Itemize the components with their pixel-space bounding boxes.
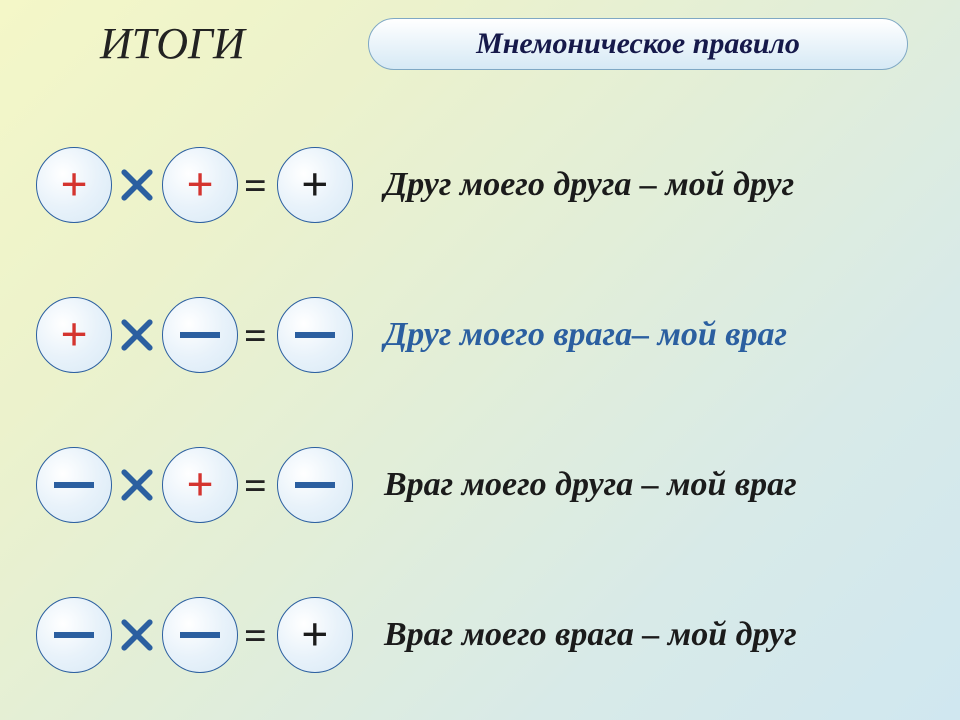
minus-icon bbox=[295, 482, 335, 488]
minus-icon bbox=[54, 632, 94, 638]
operand-circle bbox=[162, 597, 238, 673]
minus-icon bbox=[54, 482, 94, 488]
rules-container: + + = + Друг моего друга – мой друг + = bbox=[36, 110, 940, 710]
page-title: ИТОГИ bbox=[100, 18, 245, 69]
equation: = + bbox=[36, 597, 376, 673]
operand-circle: + bbox=[36, 297, 112, 373]
rule-row: + = Друг моего врага– мой враг bbox=[36, 260, 940, 410]
equals-sign: = bbox=[244, 612, 267, 659]
result-circle: + bbox=[277, 597, 353, 673]
rule-row: = + Враг моего врага – мой друг bbox=[36, 560, 940, 710]
equation: + = bbox=[36, 297, 376, 373]
equation: + = bbox=[36, 447, 376, 523]
mnemonic-badge: Мнемоническое правило bbox=[368, 18, 908, 70]
mnemonic-phrase: Друг моего врага– мой враг bbox=[376, 314, 787, 357]
operand-circle bbox=[36, 447, 112, 523]
minus-icon bbox=[180, 332, 220, 338]
operand-circle bbox=[162, 297, 238, 373]
minus-icon bbox=[180, 632, 220, 638]
rule-row: + = Враг моего друга – мой враг bbox=[36, 410, 940, 560]
plus-icon: + bbox=[186, 461, 213, 509]
mnemonic-phrase: Друг моего друга – мой друг bbox=[376, 164, 794, 207]
mnemonic-phrase: Враг моего врага – мой друг bbox=[376, 614, 797, 657]
rule-row: + + = + Друг моего друга – мой друг bbox=[36, 110, 940, 260]
equals-sign: = bbox=[244, 462, 267, 509]
operand-circle: + bbox=[162, 447, 238, 523]
operand-circle: + bbox=[162, 147, 238, 223]
plus-icon: + bbox=[301, 161, 328, 209]
result-circle bbox=[277, 297, 353, 373]
times-icon bbox=[120, 468, 154, 502]
times-icon bbox=[120, 318, 154, 352]
equation: + + = + bbox=[36, 147, 376, 223]
plus-icon: + bbox=[60, 311, 87, 359]
minus-icon bbox=[295, 332, 335, 338]
result-circle: + bbox=[277, 147, 353, 223]
result-circle bbox=[277, 447, 353, 523]
operand-circle: + bbox=[36, 147, 112, 223]
times-icon bbox=[120, 618, 154, 652]
equals-sign: = bbox=[244, 312, 267, 359]
times-icon bbox=[120, 168, 154, 202]
plus-icon: + bbox=[60, 161, 87, 209]
equals-sign: = bbox=[244, 162, 267, 209]
plus-icon: + bbox=[186, 161, 213, 209]
plus-icon: + bbox=[301, 611, 328, 659]
mnemonic-phrase: Враг моего друга – мой враг bbox=[376, 464, 797, 507]
operand-circle bbox=[36, 597, 112, 673]
